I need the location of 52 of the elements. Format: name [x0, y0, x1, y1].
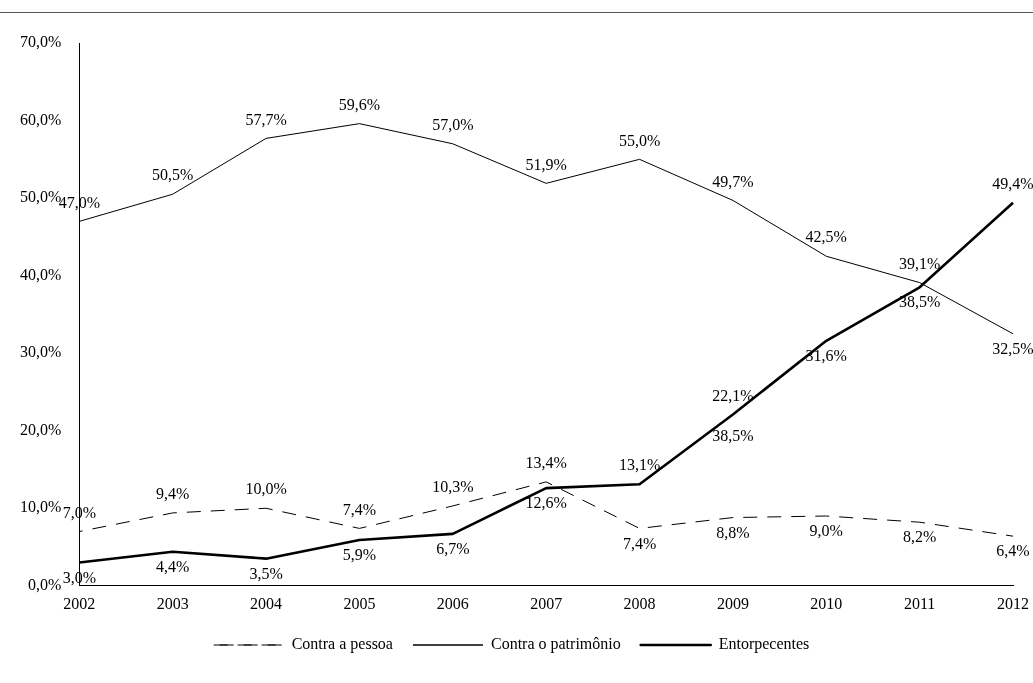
data-label: 9,0% — [809, 522, 843, 540]
y-tick-label: 30,0% — [20, 343, 62, 361]
annotation: 38,5% — [712, 426, 754, 444]
data-label: 7,4% — [342, 500, 377, 518]
data-label: 6,7% — [436, 540, 470, 558]
y-tick-label: 70,0% — [20, 33, 62, 51]
legend-label: Entorpecentes — [718, 635, 810, 654]
data-label: 55,0% — [618, 131, 661, 149]
data-label: 50,5% — [152, 166, 194, 184]
data-label: 49,4% — [992, 174, 1033, 192]
x-tick-label: 2004 — [250, 594, 283, 612]
data-label: 31,6% — [805, 346, 847, 364]
data-label: 3,5% — [249, 564, 283, 582]
x-tick-label: 2012 — [997, 594, 1029, 612]
x-tick-label: 2009 — [716, 594, 749, 612]
data-label: 7,4% — [622, 534, 657, 552]
data-label: 10,3% — [432, 478, 474, 496]
x-tick-label: 2010 — [810, 594, 843, 612]
y-tick-label: 0,0% — [28, 576, 62, 593]
data-label: 8,2% — [902, 528, 937, 546]
y-tick-label: 20,0% — [20, 420, 62, 438]
x-tick-label: 2007 — [530, 594, 563, 612]
data-label: 22,1% — [712, 386, 754, 404]
data-label: 59,6% — [338, 95, 381, 113]
data-label: 6,4% — [996, 542, 1030, 560]
data-label: 57,7% — [245, 110, 287, 128]
data-label: 51,9% — [525, 155, 567, 173]
data-label: 39,1% — [898, 254, 941, 272]
data-label: 57,0% — [432, 116, 474, 134]
data-label: 32,5% — [992, 339, 1033, 357]
data-label: 13,4% — [525, 454, 567, 472]
x-tick-label: 2011 — [903, 594, 936, 612]
y-tick-label: 60,0% — [20, 110, 62, 128]
data-label: 5,9% — [342, 546, 377, 564]
x-tick-label: 2003 — [156, 594, 189, 612]
data-label: 9,4% — [156, 485, 190, 503]
y-tick-label: 10,0% — [20, 498, 62, 516]
data-label: 13,1% — [618, 456, 661, 474]
legend-label: Contra o patrimônio — [490, 635, 621, 654]
y-tick-label: 40,0% — [20, 265, 62, 283]
data-label: 42,5% — [805, 228, 847, 246]
x-tick-label: 2002 — [63, 594, 96, 612]
data-label: 8,8% — [716, 523, 750, 541]
x-tick-label: 2006 — [436, 594, 469, 612]
legend-label: Contra a pessoa — [291, 635, 393, 654]
x-tick-label: 2005 — [343, 594, 376, 612]
x-tick-label: 2008 — [623, 594, 656, 612]
data-label: 49,7% — [712, 172, 754, 190]
data-label: 10,0% — [245, 480, 287, 498]
data-label: 4,4% — [156, 557, 190, 575]
data-label: 38,5% — [898, 293, 941, 311]
data-label: 12,6% — [525, 494, 567, 512]
